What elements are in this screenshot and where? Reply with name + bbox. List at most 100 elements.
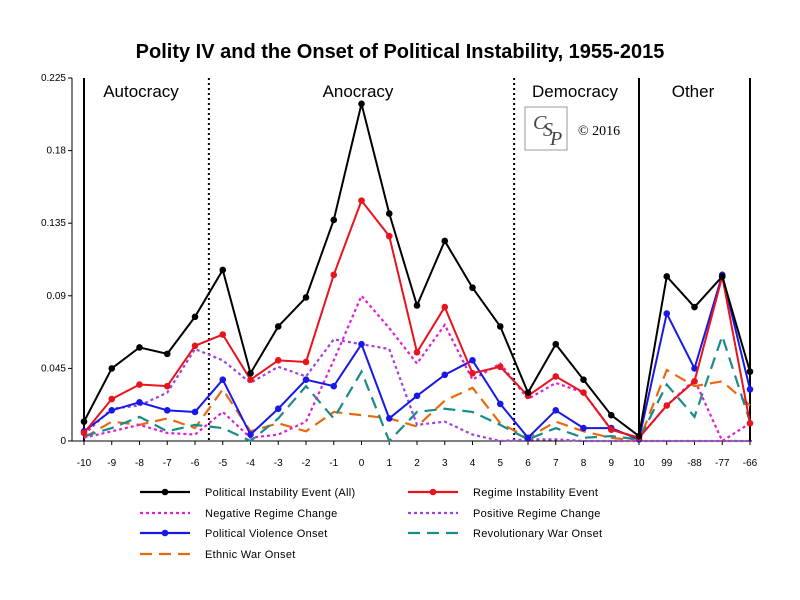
data-point (108, 365, 116, 372)
region-label-other: Other (672, 82, 715, 101)
x-tick-label: -6 (191, 458, 200, 469)
series-6 (83, 368, 751, 443)
data-point (413, 302, 421, 309)
data-point (108, 407, 116, 414)
data-point (496, 400, 504, 408)
x-tick-label: 0 (359, 458, 365, 469)
x-tick-label: -10 (77, 458, 92, 469)
data-point (552, 373, 560, 380)
data-point (469, 284, 476, 292)
series-line (83, 368, 751, 443)
data-point (441, 371, 449, 379)
x-tick-label: -77 (715, 458, 730, 469)
legend-label: Regime Instability Event (473, 487, 598, 499)
x-tick-label: 6 (525, 458, 531, 469)
x-tick-label: 99 (661, 458, 673, 469)
data-point (191, 313, 199, 321)
legend-label: Ethnic War Onset (205, 549, 296, 561)
data-point (274, 357, 282, 364)
legend-label: Political Instability Event (All) (205, 487, 356, 499)
data-point (663, 273, 671, 280)
legend-marker (161, 529, 169, 537)
data-point (746, 368, 754, 375)
data-point (219, 376, 227, 383)
svg-text:C: C (533, 112, 547, 134)
data-point (302, 294, 310, 301)
y-tick-label: 0 (60, 436, 66, 447)
data-point (219, 331, 227, 338)
x-tick-label: -2 (302, 458, 311, 469)
data-point (441, 237, 449, 245)
x-tick-label: -66 (743, 458, 758, 469)
data-point (691, 378, 698, 385)
data-point (358, 100, 365, 108)
data-point (496, 363, 504, 371)
data-point (580, 376, 587, 383)
data-point (247, 431, 254, 438)
data-point (358, 197, 365, 204)
data-point (247, 376, 254, 383)
data-point (580, 424, 587, 432)
data-point (552, 340, 560, 348)
x-tick-label: 7 (553, 458, 559, 469)
region-label-autocracy: Autocracy (103, 82, 179, 101)
data-point (469, 369, 476, 377)
data-point (635, 432, 643, 440)
data-point (330, 382, 338, 390)
data-point (580, 389, 587, 396)
data-point (274, 405, 282, 413)
x-tick-label: -9 (107, 458, 116, 469)
data-point (191, 408, 199, 416)
legend-item: Regime Instability Event (408, 487, 598, 499)
data-point (718, 273, 726, 280)
data-point (80, 418, 88, 425)
y-tick-label: 0.045 (41, 363, 66, 374)
legend-marker (429, 488, 437, 496)
csp-logo: C S P (524, 106, 568, 151)
data-point (385, 232, 393, 240)
data-point (746, 386, 754, 393)
series-5 (83, 332, 752, 443)
data-point (219, 266, 227, 274)
legend-item: Ethnic War Onset (140, 549, 296, 561)
series-line (83, 270, 751, 441)
data-point (691, 303, 698, 311)
legend-item: Positive Regime Change (408, 508, 600, 520)
legend-item: Political Instability Event (All) (140, 487, 356, 499)
x-tick-label: -7 (163, 458, 172, 469)
data-point (136, 381, 143, 388)
y-tick-label: 0.18 (47, 146, 67, 157)
series-line (83, 198, 751, 439)
data-point (163, 382, 171, 390)
data-point (191, 342, 199, 350)
legend-label: Negative Regime Change (205, 508, 338, 520)
data-point (663, 402, 671, 409)
legend-item: Negative Regime Change (140, 508, 338, 520)
data-point (385, 210, 393, 217)
data-point (163, 350, 171, 358)
data-point (469, 357, 476, 364)
y-tick-label: 0.135 (41, 218, 66, 229)
data-point (302, 376, 310, 383)
data-point (385, 415, 393, 422)
data-point (330, 271, 338, 279)
data-point (358, 340, 365, 348)
x-tick-label: 5 (497, 458, 503, 469)
x-tick-label: 1 (386, 458, 392, 469)
svg-text:P: P (549, 128, 562, 150)
series-line (83, 332, 752, 443)
x-tick-label: -88 (687, 458, 702, 469)
y-tick-label: 0.09 (47, 291, 67, 302)
data-point (691, 365, 698, 372)
x-tick-label: -5 (218, 458, 227, 469)
data-point (552, 407, 560, 414)
data-point (524, 389, 532, 396)
data-point (330, 216, 338, 224)
data-point (607, 411, 615, 419)
x-tick-label: 2 (414, 458, 420, 469)
data-point (496, 323, 504, 330)
data-point (136, 398, 143, 406)
data-point (441, 303, 449, 311)
legend-item: Revolutionary War Onset (408, 528, 602, 540)
